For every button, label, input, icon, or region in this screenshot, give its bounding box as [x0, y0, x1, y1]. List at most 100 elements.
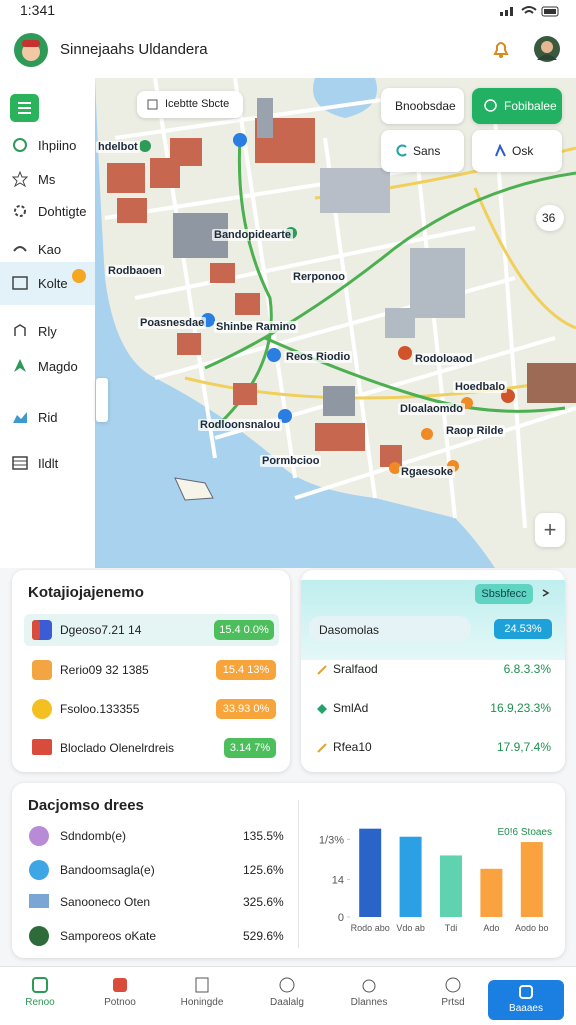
- bar: [480, 868, 503, 917]
- sidebar-icon: [14, 359, 26, 372]
- breakdown-value: 135.5%: [243, 829, 284, 843]
- map-label: Rodoloaod: [413, 353, 475, 365]
- row-value: 15.4 0.0%: [214, 620, 274, 640]
- nav-label: Baaaes: [509, 1003, 543, 1014]
- map-button[interactable]: Bnoobsdae: [381, 88, 464, 124]
- row-icon: [32, 699, 52, 719]
- sidebar-item[interactable]: Rid: [0, 400, 95, 436]
- nav-icon: [195, 977, 209, 993]
- map-pins: [139, 133, 515, 474]
- status-icons: [500, 6, 559, 17]
- map-handle[interactable]: [96, 378, 108, 422]
- nav-item[interactable]: Potnoo: [85, 976, 155, 1020]
- nav-item[interactable]: Renoo: [5, 976, 75, 1020]
- search-placeholder: Icebtte Sbcte: [165, 98, 230, 110]
- row-icon: [32, 620, 52, 640]
- nav-label: Daalalg: [270, 997, 304, 1008]
- map-button-label: Bnoobsdae: [395, 99, 456, 113]
- x-tick-label: Ado: [483, 923, 499, 933]
- stats-value: 16.9,23.3%: [490, 701, 551, 715]
- row-icons: [29, 826, 49, 946]
- menu-button[interactable]: [10, 94, 39, 122]
- map-button-icon: [484, 99, 497, 112]
- notification-icon[interactable]: [490, 38, 512, 60]
- sidebar-icon: [12, 171, 28, 187]
- row-icon: [32, 739, 52, 755]
- sidebar-item[interactable]: Kao: [0, 232, 95, 268]
- stats-field-value: 24.53%: [494, 619, 552, 639]
- nav-label: Dlannes: [350, 997, 388, 1008]
- avatar[interactable]: [533, 35, 561, 63]
- nav-icon: [279, 977, 295, 993]
- map-button-label: Fobibalee: [504, 99, 557, 113]
- chevron[interactable]: [541, 588, 551, 598]
- stats-tab[interactable]: Sbsbfecc: [475, 584, 533, 604]
- map-label: Poasnesdae: [138, 317, 207, 329]
- bar: [359, 828, 382, 917]
- app-title: Sinnejaahs Uldandera: [60, 41, 208, 58]
- map-button-primary[interactable]: Fobibalee: [472, 88, 562, 124]
- map-button-label: Osk: [512, 144, 534, 158]
- sidebar-dot: [72, 269, 86, 283]
- y-tick-label: 14: [332, 875, 344, 887]
- list-row[interactable]: Bloclado Olenelrdreis 3.14 7%: [24, 734, 279, 762]
- list-row[interactable]: Fsoloo.133355 33.93 0%: [24, 695, 279, 723]
- app-logo[interactable]: [13, 32, 49, 68]
- nav-item[interactable]: Honingde: [167, 976, 237, 1020]
- breakdown-label: Sanooneco Oten: [60, 895, 151, 909]
- nav-item[interactable]: Daalalg: [252, 976, 322, 1020]
- map-label: Bandopidearte: [212, 229, 294, 241]
- sidebar-icon: [13, 412, 27, 423]
- bar: [399, 836, 422, 917]
- map-button[interactable]: Sans: [381, 130, 464, 172]
- sidebar-label: Rid: [38, 410, 58, 425]
- row-label: Dgeoso7.21 14: [60, 623, 142, 637]
- stats-icon: [317, 743, 327, 753]
- row-label: Fsoloo.133355: [60, 702, 140, 716]
- list-row[interactable]: Rerio09 32 1385 15.4 13%: [24, 656, 279, 684]
- sidebar-label: Ms: [38, 172, 56, 187]
- nav-item[interactable]: Prtsd: [418, 976, 488, 1020]
- stats-field[interactable]: Dasomolas: [309, 616, 471, 642]
- row-value: 3.14 7%: [224, 738, 276, 758]
- stats-label: Sralfaod: [333, 662, 378, 676]
- map-label: Rodbaoen: [106, 265, 164, 277]
- sidebar-item[interactable]: Dohtigte: [0, 194, 95, 230]
- sidebar-label: Magdo: [38, 359, 78, 374]
- nav-item-active[interactable]: Baaaes: [488, 980, 564, 1020]
- breakdown-value: 325.6%: [243, 895, 284, 909]
- bottom-nav: [0, 966, 576, 1025]
- list-row-active[interactable]: Dgeoso7.21 14 15.4 0.0%: [24, 614, 279, 646]
- sidebar-label: Ildlt: [38, 456, 59, 471]
- list-card: Kotajiojajenemo Dgeoso7.21 14 15.4 0.0% …: [12, 570, 290, 772]
- sidebar-icon: [13, 138, 27, 152]
- breakdown-value: 529.6%: [243, 929, 284, 943]
- sidebar-item[interactable]: Ms: [0, 162, 95, 198]
- sidebar-item[interactable]: Ildlt: [0, 446, 95, 482]
- map-badge[interactable]: 36: [536, 205, 564, 231]
- map-button[interactable]: Osk: [472, 130, 562, 172]
- map-buildings: [107, 98, 576, 501]
- stats-label: Rfea10: [333, 740, 372, 754]
- map-search[interactable]: Icebtte Sbcte: [137, 91, 243, 118]
- stats-label: SmlAd: [333, 701, 369, 715]
- breakdown-card: Dacjomso drees: [12, 783, 565, 958]
- sidebar-icon: [12, 456, 28, 470]
- sidebar-label: Ihpiino: [38, 138, 77, 153]
- zoom-in[interactable]: +: [535, 513, 565, 547]
- map-label: Hoedbalo: [453, 381, 508, 393]
- row-value: 33.93 0%: [216, 699, 276, 719]
- nav-item[interactable]: Dlannes: [334, 976, 404, 1020]
- card-title: Kotajiojajenemo: [28, 584, 144, 601]
- stats-value: 17.9,7.4%: [496, 740, 551, 754]
- row-label: Rerio09 32 1385: [60, 663, 149, 677]
- y-tick-label: 1/3%: [319, 834, 344, 846]
- sidebar-item[interactable]: Magdo: [0, 349, 95, 385]
- sidebar-item[interactable]: Ihpiino: [0, 128, 95, 164]
- nav-icon: [113, 978, 127, 992]
- sidebar-item-active[interactable]: Kolte: [0, 262, 95, 305]
- sidebar-item[interactable]: Rly: [0, 314, 95, 350]
- sidebar-icon: [13, 246, 27, 252]
- map-label: hdelbot: [96, 141, 140, 153]
- sidebar-label: Rly: [38, 324, 57, 339]
